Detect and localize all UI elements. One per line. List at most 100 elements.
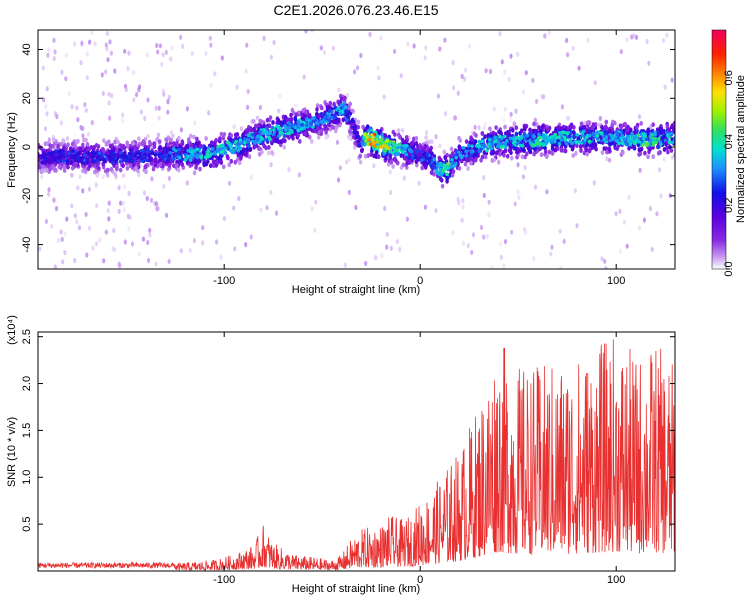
spectrogram-point (206, 149, 211, 153)
spectrogram-point (538, 146, 543, 151)
spectrogram-point (74, 153, 78, 158)
spectrogram-point (356, 119, 361, 125)
spectrogram-point (374, 255, 378, 261)
spectrogram-point (123, 239, 127, 245)
spectrogram-point (383, 141, 387, 145)
spectrogram-point (469, 160, 473, 166)
spectrogram-point (113, 68, 117, 74)
spectrogram-point (539, 128, 543, 134)
spectrogram-point (583, 120, 587, 126)
spectrogram-point (132, 97, 136, 103)
spectrogram-point (653, 131, 657, 135)
spectrogram-point (593, 142, 598, 148)
spectrogram-point (645, 38, 649, 45)
spectrogram-point (492, 157, 497, 163)
spectrogram-point (466, 166, 470, 172)
spectrogram-point (487, 142, 492, 146)
spectrogram-point (417, 156, 421, 162)
spectrogram-point (563, 148, 568, 154)
spectrogram-point (412, 43, 416, 49)
spectrogram-point (473, 124, 477, 130)
spectrogram-point (347, 105, 351, 111)
spectrogram-point (434, 169, 439, 173)
spectrogram-point (460, 155, 464, 160)
spectrogram-point (114, 159, 118, 163)
spectrogram-point (533, 184, 538, 190)
spectrogram-point (525, 134, 530, 138)
spectrogram-point (70, 203, 74, 209)
spectrogram-point (107, 91, 111, 97)
spectrogram-point (392, 146, 396, 150)
spectrogram-point (311, 116, 315, 120)
spectrogram-point (142, 190, 147, 196)
spectrogram-point (353, 145, 357, 150)
spectrogram-point (496, 141, 501, 146)
spectrogram-point (121, 118, 125, 124)
spectrogram-point (60, 236, 64, 242)
spectrogram-point (519, 128, 524, 134)
spectrogram-point (560, 134, 564, 138)
spectrogram-point (376, 145, 380, 149)
spectrogram-point (185, 180, 189, 186)
spectrogram-point (374, 150, 379, 156)
spectrogram-point (361, 124, 365, 130)
spectrogram-point (360, 140, 364, 144)
spectrogram-point (483, 134, 487, 140)
spectrogram-point (141, 139, 146, 144)
snr-trace (38, 339, 675, 571)
spectrogram-point (524, 70, 528, 76)
spectrogram-point (93, 41, 97, 47)
y-tick-label: 2.5 (21, 329, 33, 344)
spectrogram-point (210, 147, 215, 151)
spectrogram-point (532, 121, 536, 127)
spectrogram-point (503, 239, 508, 245)
spectrogram-point (534, 122, 539, 127)
spectrogram-point (480, 131, 485, 136)
x-tick-label: -100 (213, 275, 235, 287)
spectrogram-point (463, 161, 468, 167)
spectrogram-point (480, 139, 485, 144)
spectrogram-point (107, 100, 111, 106)
snr-scale-label: (x10⁴) (6, 315, 18, 345)
spectrogram-point (535, 98, 539, 105)
spectrogram-point (123, 158, 127, 162)
spectrogram-point (388, 149, 393, 153)
spectrogram-point (352, 131, 357, 135)
spectrogram-point (670, 140, 675, 145)
spectrogram-point (199, 155, 203, 159)
spectrogram-point (160, 61, 164, 67)
spectrogram-point (522, 226, 527, 232)
spectrogram-point (482, 175, 486, 181)
spectrogram-point (71, 149, 75, 153)
spectrogram-point (384, 155, 388, 161)
spectrogram-point (575, 223, 579, 229)
spectrogram-point (133, 154, 138, 158)
spectrogram-point (659, 193, 663, 199)
spectrogram-point (477, 125, 481, 131)
spectrogram-point (464, 139, 469, 145)
y-tick-label: 40 (21, 43, 33, 55)
spectrogram-point (45, 167, 49, 173)
spectrogram-point (126, 157, 130, 162)
spectrogram-point (57, 155, 61, 160)
spectrogram-point (95, 173, 100, 178)
spectrogram-point (655, 211, 659, 217)
spectrogram-point (558, 228, 562, 234)
spectrogram-point (395, 160, 400, 166)
spectrogram-point (401, 162, 406, 168)
spectrogram-point (244, 242, 248, 248)
spectrogram-point (222, 132, 227, 137)
spectrogram-point (425, 153, 429, 157)
spectrogram-point (512, 121, 517, 127)
spectrogram-point (145, 52, 149, 58)
spectrogram-point (514, 131, 519, 137)
spectrogram-point (38, 155, 42, 159)
colorbar-ticks: 0.0 0.2 0.4 0.6 (723, 70, 735, 276)
spectrogram-point (388, 140, 393, 144)
spectrogram-point (213, 143, 218, 149)
spectrogram-point (473, 157, 478, 163)
spectrogram-point (209, 152, 213, 156)
spectrogram-point (424, 45, 428, 51)
snr-y-ticks: 0.5 1.0 1.5 2.0 2.5 (21, 329, 675, 532)
spectrogram-point (625, 243, 629, 249)
